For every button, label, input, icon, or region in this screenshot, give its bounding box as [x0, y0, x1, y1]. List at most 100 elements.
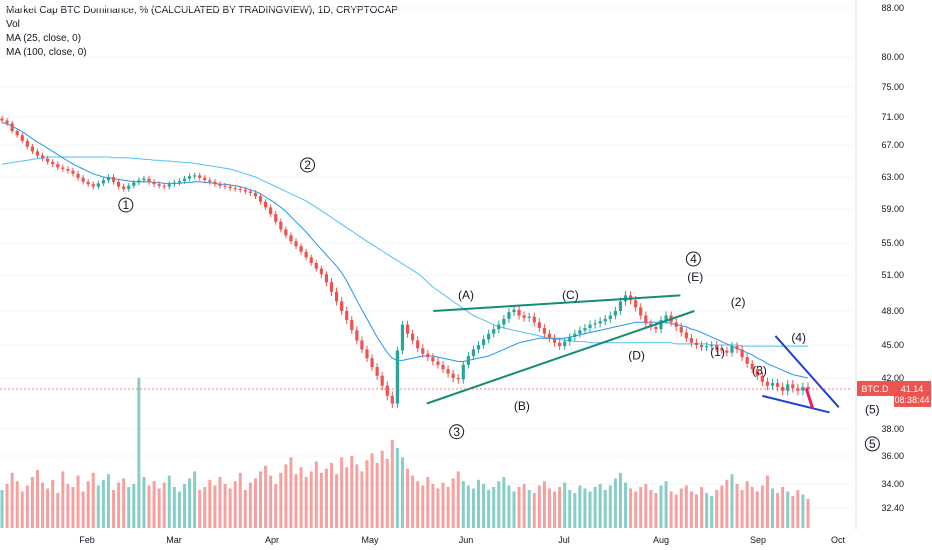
volume-bar — [446, 487, 450, 528]
wave-label-circle — [118, 197, 134, 213]
volume-bar — [390, 439, 394, 528]
candle-body — [801, 386, 805, 391]
wave-label-circle — [864, 436, 880, 452]
ma25-line — [1, 122, 809, 379]
candle-body — [248, 191, 252, 193]
volume-bar — [218, 477, 222, 528]
candle-body — [481, 339, 486, 345]
candle-body — [740, 349, 744, 358]
candle-body — [319, 268, 323, 275]
ma100-line — [1, 156, 808, 347]
candle-body — [725, 350, 729, 353]
candle-body — [573, 333, 577, 338]
volume-bar — [208, 479, 212, 528]
candle-body — [568, 337, 572, 342]
candle-body — [147, 178, 151, 182]
candle-body — [172, 182, 176, 185]
volume-bar — [233, 481, 237, 528]
candle-body — [187, 176, 192, 179]
candle-body — [446, 369, 450, 374]
wave-label: 4 — [690, 252, 697, 266]
candle-body — [659, 320, 663, 330]
volume-bar — [112, 490, 116, 528]
volume-bar — [654, 493, 658, 528]
wave-label: (C) — [562, 288, 579, 302]
candle-body — [152, 181, 156, 185]
candle-body — [416, 340, 420, 349]
volume-bar — [588, 491, 592, 528]
volume-bar — [583, 488, 587, 528]
volume-bar — [264, 465, 268, 528]
candle-body — [263, 201, 268, 208]
volume-bar — [61, 471, 65, 528]
candle-body — [274, 214, 278, 222]
candle-body — [340, 301, 344, 311]
volume-bar — [167, 475, 171, 528]
volume-bar — [451, 478, 455, 528]
volume-bar — [426, 477, 430, 528]
volume-bar — [542, 481, 546, 528]
volume-bar — [350, 456, 354, 528]
candle-body — [213, 181, 217, 185]
candle-body — [745, 357, 749, 364]
wave-label: 5 — [869, 437, 876, 451]
candle-body — [132, 182, 136, 186]
candle-body — [593, 323, 597, 325]
candle-body — [182, 178, 187, 181]
candle-body — [51, 161, 55, 165]
candle-body — [360, 340, 364, 350]
y-tick-label: 80.00 — [881, 52, 904, 62]
volume-bar — [411, 475, 415, 528]
wave-label: (4) — [791, 331, 806, 345]
x-tick-label: Aug — [653, 535, 669, 545]
candle-body — [471, 349, 476, 356]
volume-bar — [776, 493, 780, 528]
volume-bar — [669, 491, 673, 528]
candle-body — [208, 180, 212, 182]
price-tag-box — [894, 380, 931, 407]
volume-bar — [471, 488, 475, 528]
volume-bar — [512, 491, 516, 528]
candle-body — [127, 185, 131, 189]
candle-body — [578, 330, 582, 334]
candle-body — [162, 185, 166, 187]
wave-label: (1) — [710, 345, 725, 359]
candle-body — [664, 315, 668, 321]
wave-label: (A) — [458, 288, 474, 302]
candle-body — [269, 207, 273, 215]
volume-bar — [345, 467, 349, 528]
volume-bar — [755, 491, 759, 528]
candle-body — [385, 385, 389, 396]
candle-body — [66, 169, 70, 171]
volume-bar — [629, 488, 633, 528]
volume-bar — [745, 481, 749, 528]
candle-body — [30, 146, 35, 152]
volume-bar — [15, 481, 19, 528]
candle-body — [294, 241, 298, 247]
candle-body — [765, 381, 770, 386]
volume-bar — [760, 485, 764, 528]
candle-body — [542, 328, 547, 334]
volume-bar — [309, 471, 313, 528]
candle-body — [299, 246, 303, 252]
volume-bar — [679, 488, 683, 528]
candle-body — [86, 181, 90, 185]
candle-body — [111, 177, 116, 182]
candle-body — [400, 324, 405, 351]
candle-body — [193, 175, 197, 177]
candle-body — [527, 316, 531, 318]
candle-body — [608, 315, 612, 319]
candle-body — [507, 312, 511, 319]
volume-bar — [765, 475, 769, 528]
volume-bar — [684, 485, 688, 528]
volume-bar — [5, 484, 9, 528]
candle-body — [390, 395, 394, 404]
candle-body — [238, 189, 242, 190]
volume-bar — [324, 468, 328, 528]
volume-bar — [466, 485, 470, 528]
volume-bar — [649, 490, 653, 528]
candle-body — [116, 181, 121, 187]
candle-body — [588, 324, 592, 328]
volume-bar — [786, 491, 790, 528]
